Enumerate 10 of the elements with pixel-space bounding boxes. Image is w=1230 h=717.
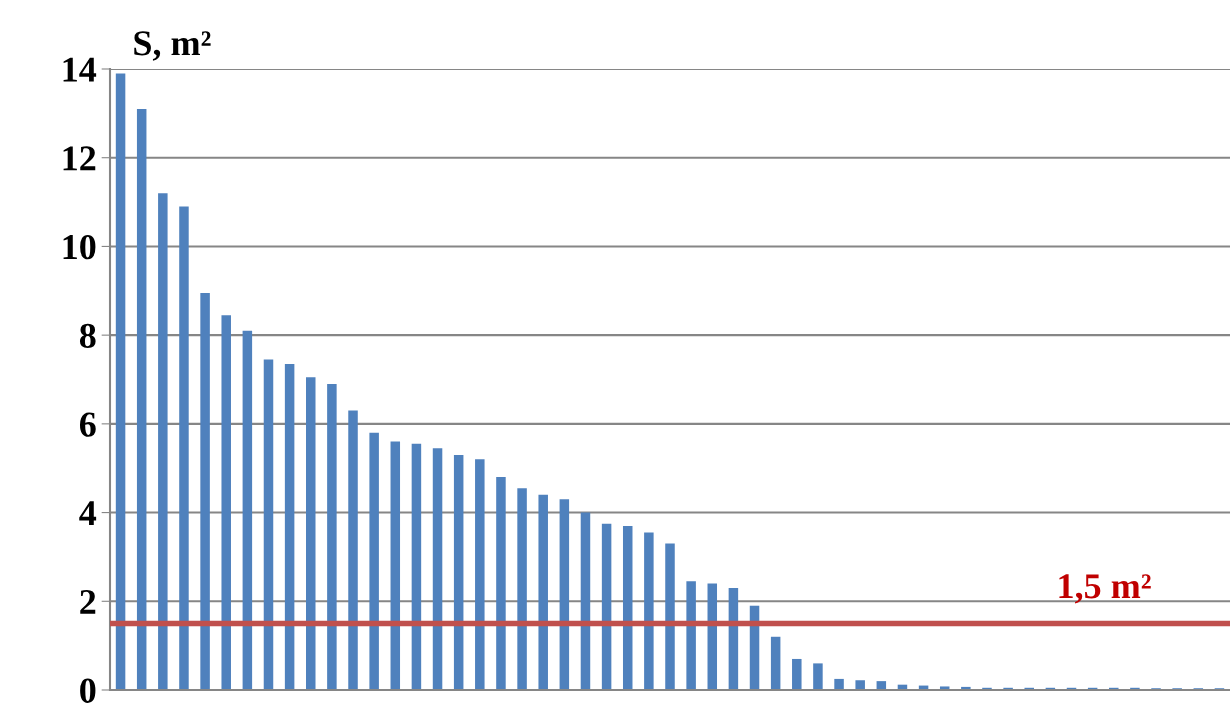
y-axis-title: S, m² bbox=[134, 31, 211, 61]
y-tick-label: 12 bbox=[63, 146, 96, 171]
y-tick-label: 4 bbox=[79, 501, 97, 526]
y-tick-label: 6 bbox=[79, 412, 96, 437]
ref-line-label: 1,5 m² bbox=[1059, 574, 1151, 604]
y-tick-label: 8 bbox=[79, 323, 96, 349]
y-tick-label: 0 bbox=[80, 678, 96, 703]
y-tick-label: 10 bbox=[63, 234, 96, 260]
y-tick-label: 14 bbox=[63, 57, 97, 82]
y-tick-label: 2 bbox=[80, 589, 96, 614]
